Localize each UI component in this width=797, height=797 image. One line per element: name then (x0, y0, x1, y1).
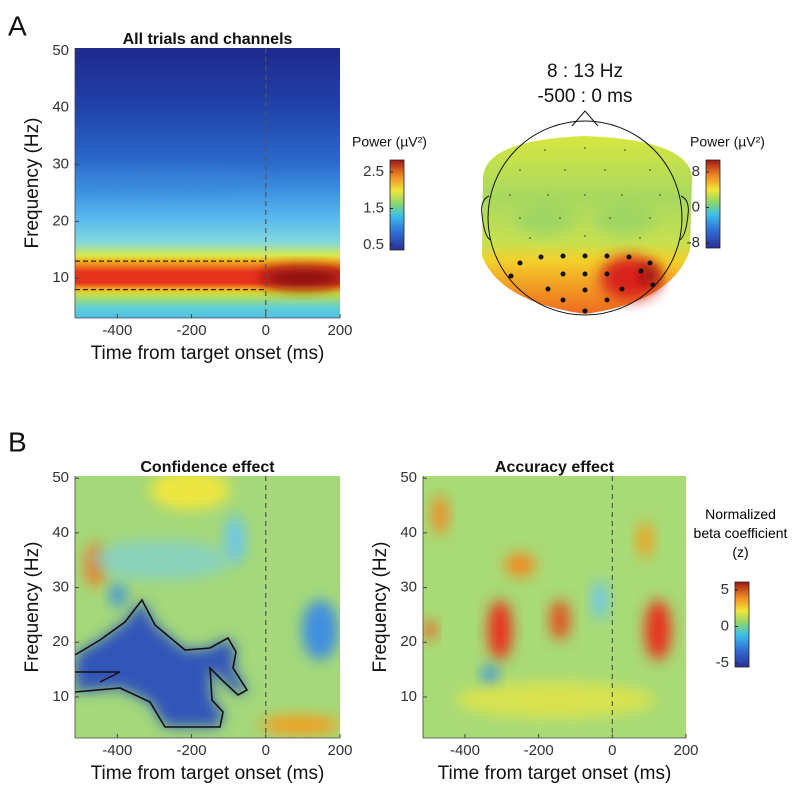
x-tick-label: -400 (102, 742, 132, 759)
colorbar-tick-label: 1.5 (363, 199, 384, 216)
panel-label: B (8, 426, 27, 457)
colorbar-label: Normalized beta coefficient (z) (693, 506, 788, 560)
x-axis-label: Time from target onset (ms) (91, 763, 325, 784)
y-tick-label: 30 (52, 579, 69, 596)
heatmap-image (75, 476, 340, 738)
x-tick-label: 0 (262, 322, 270, 339)
x-tick-label: -400 (450, 742, 480, 759)
colorbar-label-box: Normalized beta coefficient (z) (693, 506, 788, 560)
x-tick-label: 200 (673, 742, 698, 759)
x-tick-label: 0 (262, 742, 270, 759)
heatmap-image (75, 48, 340, 318)
x-axis-label: Time from target onset (ms) (438, 763, 672, 784)
x-tick-label: 0 (608, 742, 616, 759)
colorbar-label: Power (µV²) (690, 134, 765, 150)
y-tick-label: 10 (52, 269, 69, 286)
panel-label: A (8, 10, 27, 41)
y-tick-label: 40 (400, 524, 417, 541)
x-tick-label: -200 (524, 742, 554, 759)
x-tick-label: 200 (327, 322, 352, 339)
y-tick-label: 10 (400, 688, 417, 705)
colorbar (734, 581, 750, 668)
y-tick-label: 30 (400, 579, 417, 596)
y-axis-label: Frequency (Hz) (22, 118, 43, 249)
y-tick-label: 30 (52, 155, 69, 172)
topomap (481, 110, 692, 316)
chart-title: Accuracy effect (495, 459, 615, 476)
y-tick-label: 50 (52, 469, 69, 486)
x-tick-label: 200 (327, 742, 352, 759)
colorbar-tick-label: 5 (721, 581, 729, 598)
y-axis-label: Frequency (Hz) (370, 542, 391, 673)
x-tick-label: -200 (177, 322, 207, 339)
y-tick-label: 40 (52, 524, 69, 541)
y-tick-label: 50 (400, 469, 417, 486)
y-tick-label: 20 (400, 633, 417, 650)
colorbar-tick-label: -5 (716, 654, 729, 671)
x-tick-label: -200 (177, 742, 207, 759)
colorbar-tick-label: 8 (692, 163, 700, 180)
y-tick-label: 10 (52, 688, 69, 705)
chart-title: Confidence effect (140, 459, 275, 476)
x-axis-label: Time from target onset (ms) (91, 343, 325, 364)
colorbar-label: Power (µV²) (352, 134, 427, 150)
y-tick-label: 50 (52, 42, 69, 59)
colorbar-tick-label: 0 (692, 199, 700, 216)
topomap-title: 8 : 13 Hz (547, 61, 623, 82)
y-tick-label: 20 (52, 633, 69, 650)
topomap-subtitle: -500 : 0 ms (537, 86, 632, 107)
chart-title: All trials and channels (123, 31, 293, 48)
colorbar (389, 159, 405, 251)
colorbar-tick-label: 0.5 (363, 236, 384, 253)
heatmap-image (423, 476, 686, 738)
colorbar-tick-label: -8 (687, 234, 700, 251)
y-tick-label: 20 (52, 212, 69, 229)
colorbar-tick-label: 2.5 (363, 163, 384, 180)
x-tick-label: -400 (102, 322, 132, 339)
colorbar-tick-label: 0 (721, 617, 729, 634)
y-tick-label: 40 (52, 99, 69, 116)
colorbar (705, 159, 721, 249)
y-axis-label: Frequency (Hz) (22, 542, 43, 673)
